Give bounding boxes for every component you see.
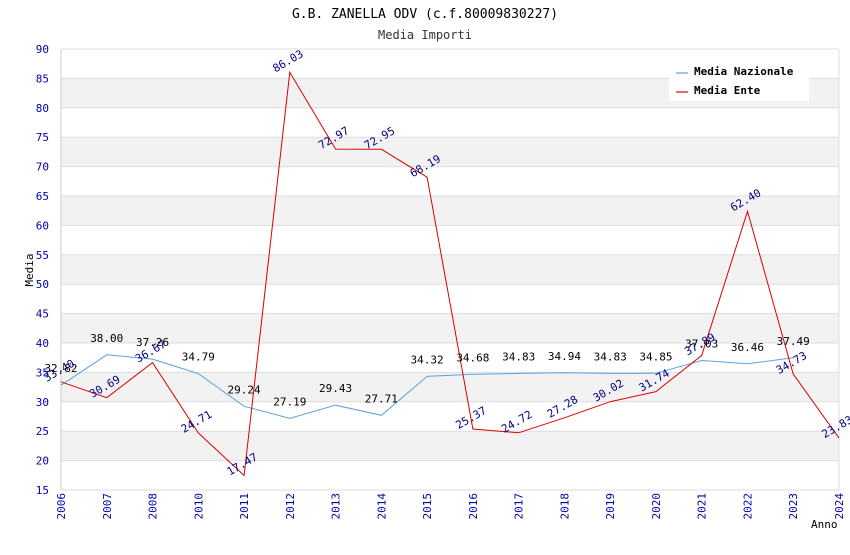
grid-band — [61, 254, 839, 285]
y-tick-label: 80 — [36, 102, 49, 115]
y-tick-label: 70 — [36, 161, 49, 174]
grid-band — [61, 372, 839, 402]
grid-band — [61, 313, 839, 343]
x-tick-label: 2021 — [696, 493, 709, 520]
x-tick-label: 2007 — [101, 493, 114, 520]
y-tick-label: 50 — [36, 278, 49, 291]
x-tick-label: 2010 — [192, 493, 205, 520]
data-label-media-nazionale: 37.03 — [685, 337, 718, 350]
data-label-media-nazionale: 34.83 — [502, 350, 535, 363]
legend: Media Nazionale Media Ente — [669, 61, 809, 101]
y-tick-label: 75 — [36, 131, 49, 144]
grid-bands — [60, 48, 840, 491]
x-tick-label: 2014 — [375, 493, 388, 520]
y-tick-label: 65 — [36, 190, 49, 203]
grid-band — [61, 431, 839, 461]
data-label-media-nazionale: 32.82 — [44, 362, 77, 375]
x-tick-label: 2013 — [330, 493, 343, 520]
y-tick-label: 90 — [36, 43, 49, 56]
grid-band — [61, 137, 839, 167]
legend-label-media-nazionale: Media Nazionale — [694, 65, 794, 78]
grid-band — [61, 460, 839, 490]
x-tick-label: 2019 — [604, 493, 617, 520]
data-label-media-nazionale: 29.43 — [319, 382, 352, 395]
y-tick-label: 30 — [36, 396, 49, 409]
chart-title: G.B. ZANELLA ODV (c.f.80009830227) — [292, 7, 558, 22]
grid-band — [61, 284, 839, 314]
grid-band — [61, 196, 839, 226]
x-tick-label: 2020 — [650, 493, 663, 520]
grid-band — [61, 401, 839, 432]
y-tick-label: 85 — [36, 72, 49, 85]
data-label-media-nazionale: 37.26 — [136, 336, 169, 349]
y-tick-label: 60 — [36, 219, 49, 232]
x-axis-ticks: 2006 2007 2008 2010 2011 2012 2013 2014 2015 2016… — [55, 493, 846, 520]
legend-box — [669, 61, 809, 101]
x-tick-label: 2006 — [55, 493, 68, 520]
y-tick-label: 15 — [36, 484, 49, 497]
x-tick-label: 2015 — [421, 493, 434, 520]
y-tick-label: 20 — [36, 455, 49, 468]
data-label-media-nazionale: 34.85 — [639, 350, 672, 363]
x-tick-label: 2012 — [284, 493, 297, 520]
legend-label-media-ente: Media Ente — [694, 84, 761, 97]
series-line-media-ente — [60, 70, 840, 477]
data-label-media-nazionale: 34.94 — [548, 350, 581, 363]
y-tick-label: 25 — [36, 425, 49, 438]
x-tick-label: 2024 — [833, 493, 846, 520]
y-tick-label: 40 — [36, 337, 49, 350]
data-label-media-nazionale: 34.32 — [411, 353, 444, 366]
data-label-media-nazionale: 37.49 — [777, 335, 810, 348]
grid-band — [61, 107, 839, 138]
y-tick-label: 35 — [36, 366, 49, 379]
y-axis-label: Media — [23, 253, 36, 286]
grid-band — [61, 225, 839, 255]
grid-band — [61, 166, 839, 196]
data-label-media-nazionale: 34.79 — [182, 351, 215, 364]
data-label-media-nazionale: 38.00 — [90, 332, 123, 345]
data-label-media-nazionale: 34.83 — [594, 350, 627, 363]
x-tick-label: 2022 — [741, 493, 754, 520]
x-tick-label: 2008 — [147, 493, 160, 520]
data-label-media-nazionale: 27.71 — [365, 392, 398, 405]
x-tick-label: 2018 — [558, 493, 571, 520]
y-tick-label: 45 — [36, 308, 49, 321]
x-tick-label: 2017 — [513, 493, 526, 520]
data-label-media-nazionale: 34.68 — [456, 351, 489, 364]
x-tick-label: 2023 — [787, 493, 800, 520]
data-label-media-nazionale: 27.19 — [273, 395, 306, 408]
x-tick-label: 2011 — [238, 493, 251, 520]
y-tick-label: 55 — [36, 249, 49, 262]
y-axis-ticks: 15 20 25 30 35 40 45 50 55 60 65 70 75 80 85 90 — [36, 43, 49, 497]
data-label-media-nazionale: 36.46 — [731, 341, 764, 354]
chart-subtitle: Media Importi — [378, 28, 472, 42]
x-tick-label: 2016 — [467, 493, 480, 520]
data-label-media-nazionale: 29.24 — [227, 383, 260, 396]
series-line-media-nazionale — [60, 354, 794, 419]
grid-band — [61, 343, 839, 373]
x-axis-label: Anno — [811, 518, 838, 531]
series-lines — [60, 70, 840, 477]
